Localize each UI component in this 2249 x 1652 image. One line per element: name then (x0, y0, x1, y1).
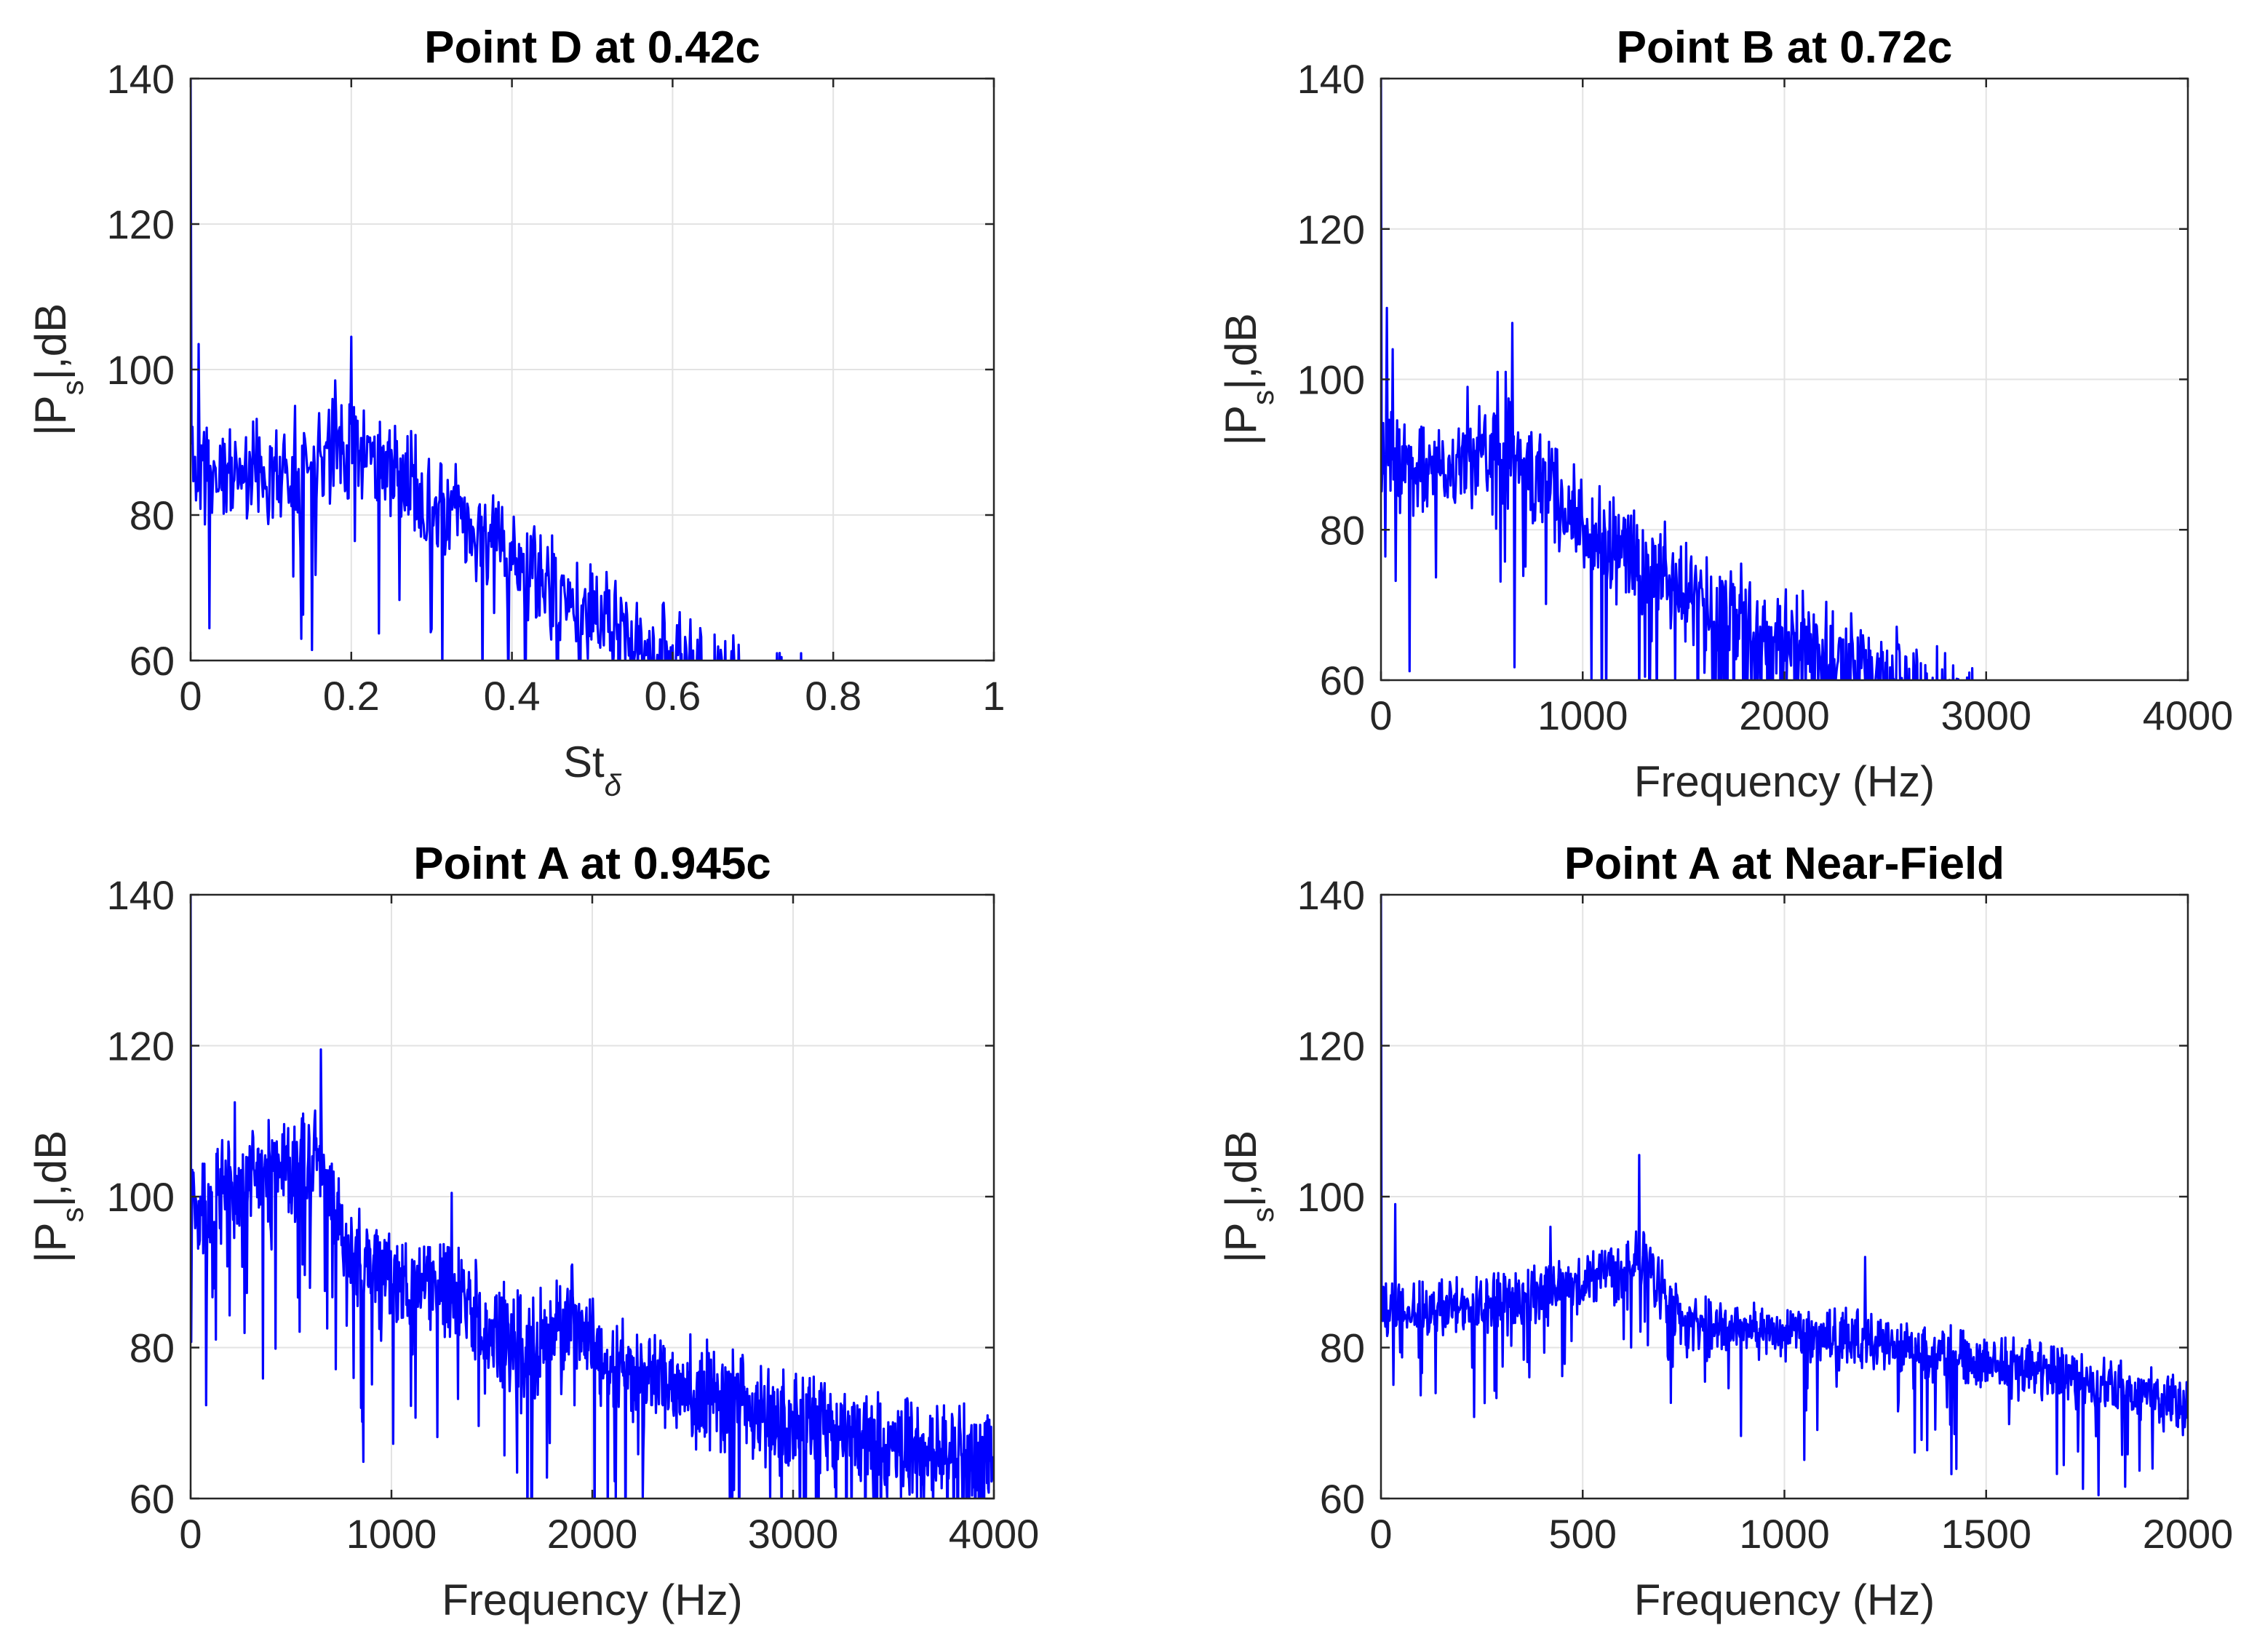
x-tick-label: 4000 (2143, 693, 2234, 738)
y-tick-label: 80 (130, 1325, 175, 1371)
chart-title: Point A at 0.945c (413, 839, 771, 889)
panel-point-a-0945c: 0 1000 2000 3000 4000 60 80 100 120 140 Point A at… (26, 839, 1040, 1624)
x-axis-label: Frequency (Hz) (1634, 1576, 1935, 1624)
x-tick-label: 0 (1369, 693, 1392, 738)
x-tick-label: 0 (179, 1511, 202, 1557)
y-tick-label: 120 (1297, 1023, 1365, 1069)
y-tick-label: 140 (1297, 56, 1365, 102)
x-tick-label: 1 (982, 673, 1005, 719)
y-tick-label: 140 (1297, 872, 1365, 918)
panel-point-d: 0 0.2 0.4 0.6 0.8 1 60 80 100 120 140 Point D at 0.… (26, 23, 1006, 802)
x-tick-label: 0 (179, 673, 202, 719)
y-tick-label: 80 (1320, 507, 1365, 553)
x-tick-label: 2000 (1739, 693, 1830, 738)
x-axis-label: Stδ (563, 738, 622, 802)
x-tick-label: 0.6 (644, 673, 701, 719)
x-axis-label-subscript: δ (605, 768, 622, 802)
x-tick-label: 4000 (949, 1511, 1040, 1557)
y-tick-label: 60 (130, 1476, 175, 1522)
y-axis-label: |Ps|,dB (26, 303, 89, 436)
x-axis-label: Frequency (Hz) (1634, 757, 1935, 806)
series-line-0 (1381, 895, 2188, 1496)
chart-title: Point A at Near-Field (1564, 839, 2005, 889)
x-tick-label: 0.4 (484, 673, 541, 719)
x-tick-label: 0.8 (805, 673, 861, 719)
x-tick-label: 0 (1369, 1511, 1392, 1557)
y-tick-label: 60 (1320, 1476, 1365, 1522)
y-tick-label: 80 (1320, 1325, 1365, 1371)
y-tick-label: 120 (1297, 207, 1365, 252)
x-tick-label: 1000 (346, 1511, 437, 1557)
x-tick-label: 3000 (748, 1511, 839, 1557)
y-tick-label: 100 (1297, 1174, 1365, 1220)
x-tick-label: 3000 (1940, 693, 2031, 738)
series-line-0 (1381, 79, 1974, 680)
x-tick-label: 1000 (1537, 693, 1628, 738)
y-tick-label: 100 (107, 1174, 175, 1220)
y-tick-label: 60 (130, 638, 175, 684)
chart-title: Point D at 0.42c (424, 23, 760, 73)
series-line-0 (191, 895, 994, 1499)
panel-point-b: 0 1000 2000 3000 4000 60 80 100 120 140 Point B at… (1217, 23, 2234, 806)
x-tick-label: 0.2 (323, 673, 380, 719)
series-line-0 (191, 79, 803, 661)
y-tick-label: 120 (107, 1023, 175, 1069)
y-tick-label: 100 (1297, 357, 1365, 403)
y-axis-label: |Ps|,dB (26, 1130, 89, 1263)
y-tick-label: 140 (107, 56, 175, 102)
chart-title: Point B at 0.72c (1617, 23, 1953, 73)
y-tick-label: 60 (1320, 658, 1365, 703)
panel-point-a-near-field: 0 500 1000 1500 2000 60 80 100 120 140 Point A at … (1217, 839, 2233, 1624)
y-tick-label: 120 (107, 201, 175, 247)
y-axis-label: |Ps|,dB (1217, 313, 1280, 445)
y-tick-label: 100 (107, 347, 175, 393)
y-tick-label: 80 (130, 492, 175, 538)
x-tick-label: 1000 (1739, 1511, 1830, 1557)
x-tick-label: 1500 (1940, 1511, 2031, 1557)
x-tick-label: 500 (1549, 1511, 1617, 1557)
y-axis-label: |Ps|,dB (1217, 1130, 1280, 1263)
x-tick-label: 2000 (2143, 1511, 2234, 1557)
x-axis-label: Frequency (Hz) (442, 1576, 742, 1624)
x-tick-label: 2000 (547, 1511, 638, 1557)
y-tick-label: 140 (107, 872, 175, 918)
